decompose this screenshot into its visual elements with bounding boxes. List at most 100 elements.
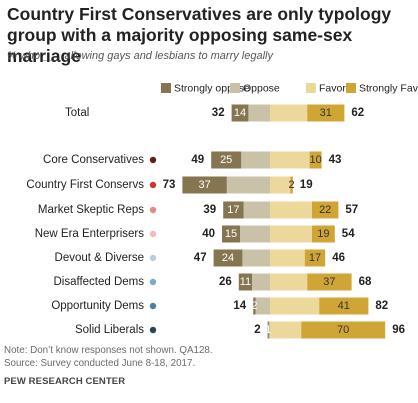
category-label: Core Conservatives	[43, 154, 144, 166]
data-label-favor-total: 19	[300, 179, 313, 191]
data-label-oppose-total: 40	[202, 228, 215, 240]
bar-oppose	[241, 151, 270, 169]
category-label: Devout & Diverse	[55, 252, 144, 264]
data-label-strongly-favor: 70	[337, 324, 349, 336]
bar-strongly-favor	[312, 201, 339, 219]
data-label-strongly-favor: 41	[338, 300, 350, 312]
category-dot	[149, 254, 157, 262]
bar-oppose	[226, 176, 270, 194]
category-dot	[149, 278, 157, 286]
pew-logo-text: PEW RESEARCH CENTER	[4, 376, 126, 387]
data-label-favor-total: 82	[375, 300, 388, 312]
note-text: Note: Don’t know responses not shown. QA…	[4, 345, 213, 356]
data-label-oppose-total: 39	[203, 204, 216, 216]
legend-swatch	[306, 83, 316, 93]
data-label-strongly-oppose: 37	[198, 179, 210, 191]
bar-favor	[270, 104, 308, 122]
category-label: Market Skeptic Reps	[38, 204, 144, 216]
bar-favor	[270, 273, 308, 291]
bar-favor	[270, 249, 305, 267]
data-label-strongly-favor: 37	[323, 276, 335, 288]
category-dot	[149, 206, 157, 214]
data-label-favor-total: 62	[351, 107, 364, 119]
data-label-oppose-total: 47	[194, 252, 207, 264]
category-dot	[149, 230, 157, 238]
bar-strongly-oppose	[238, 273, 252, 291]
bar-oppose	[242, 249, 270, 267]
data-label-favor-total: 57	[345, 204, 358, 216]
category-label: Solid Liberals	[75, 324, 144, 336]
data-label-strongly-favor: 31	[320, 107, 332, 119]
legend-swatch	[161, 83, 171, 93]
data-label-strongly-oppose: 15	[225, 228, 237, 240]
bar-strongly-favor	[309, 151, 322, 169]
category-label: Opportunity Dems	[51, 300, 144, 312]
legend-label: Oppose	[243, 83, 280, 95]
data-label-strongly-favor: 22	[319, 204, 331, 216]
legend-label: Strongly Favor	[359, 83, 418, 95]
data-label-oppose-total: 32	[212, 107, 225, 119]
bar-favor	[270, 201, 312, 219]
bar-favor	[270, 176, 291, 194]
bar-strongly-favor	[319, 297, 369, 315]
data-label-strongly-oppose: 1	[265, 324, 271, 336]
data-label-strongly-oppose: 24	[222, 252, 234, 264]
bar-strongly-favor	[304, 249, 326, 267]
data-label-oppose-total: 49	[191, 154, 204, 166]
data-label-strongly-oppose: 2	[251, 300, 257, 312]
category-label: Country First Conservs	[26, 179, 144, 191]
category-label: Total	[65, 107, 89, 119]
category-label: Disaffected Dems	[53, 276, 144, 288]
legend-swatch	[346, 83, 356, 93]
category-dot	[149, 302, 157, 310]
category-dot	[149, 181, 157, 189]
bar-strongly-favor	[312, 225, 335, 243]
bar-oppose	[248, 104, 270, 122]
data-label-oppose-total: 2	[254, 324, 260, 336]
bar-strongly-oppose	[223, 201, 244, 219]
data-label-strongly-oppose: 11	[240, 276, 251, 288]
data-label-oppose-total: 14	[233, 300, 246, 312]
bar-strongly-oppose	[213, 249, 243, 267]
bar-strongly-oppose	[222, 225, 240, 243]
bar-strongly-oppose	[211, 151, 242, 169]
bar-favor	[270, 321, 302, 339]
data-label-strongly-favor: 2	[289, 179, 295, 191]
category-label: New Era Enterprisers	[35, 228, 145, 240]
data-label-strongly-oppose: 17	[227, 204, 239, 216]
data-label-strongly-oppose: 14	[234, 107, 246, 119]
legend-label: Favor	[319, 83, 346, 95]
data-label-strongly-favor: 19	[317, 228, 329, 240]
bar-strongly-favor	[301, 321, 386, 339]
data-label-strongly-favor: 10	[309, 154, 321, 166]
category-dot	[149, 326, 157, 334]
bar-oppose	[243, 201, 270, 219]
bar-oppose	[240, 225, 270, 243]
bar-strongly-oppose	[182, 176, 227, 194]
data-label-favor-total: 96	[392, 324, 405, 336]
bar-favor	[270, 151, 310, 169]
chart-title: Country First Conservatives are only typ…	[7, 4, 392, 66]
chart-notes: Note: Don’t know responses not shown. QA…	[4, 345, 213, 370]
bar-favor	[270, 225, 312, 243]
source-text: Source: Survey conducted June 8-18, 2017…	[4, 357, 196, 369]
bar-strongly-favor	[290, 176, 293, 194]
data-label-favor-total: 68	[359, 276, 372, 288]
bar-favor	[270, 297, 320, 315]
data-label-favor-total: 46	[332, 252, 345, 264]
bar-oppose	[252, 273, 270, 291]
data-label-oppose-total: 26	[219, 276, 232, 288]
bar-strongly-oppose	[231, 104, 249, 122]
data-label-favor-total: 54	[342, 228, 355, 240]
bar-strongly-oppose	[253, 297, 256, 315]
chart-subtitle: % who ___ allowing gays and lesbians to …	[7, 50, 273, 62]
bar-oppose	[255, 297, 270, 315]
category-dot	[149, 156, 157, 164]
data-label-strongly-favor: 17	[309, 252, 321, 264]
bar-oppose	[268, 321, 270, 339]
bar-strongly-favor	[307, 273, 352, 291]
bar-strongly-oppose	[267, 321, 269, 339]
legend-swatch	[230, 83, 240, 93]
data-label-strongly-oppose: 25	[220, 154, 232, 166]
